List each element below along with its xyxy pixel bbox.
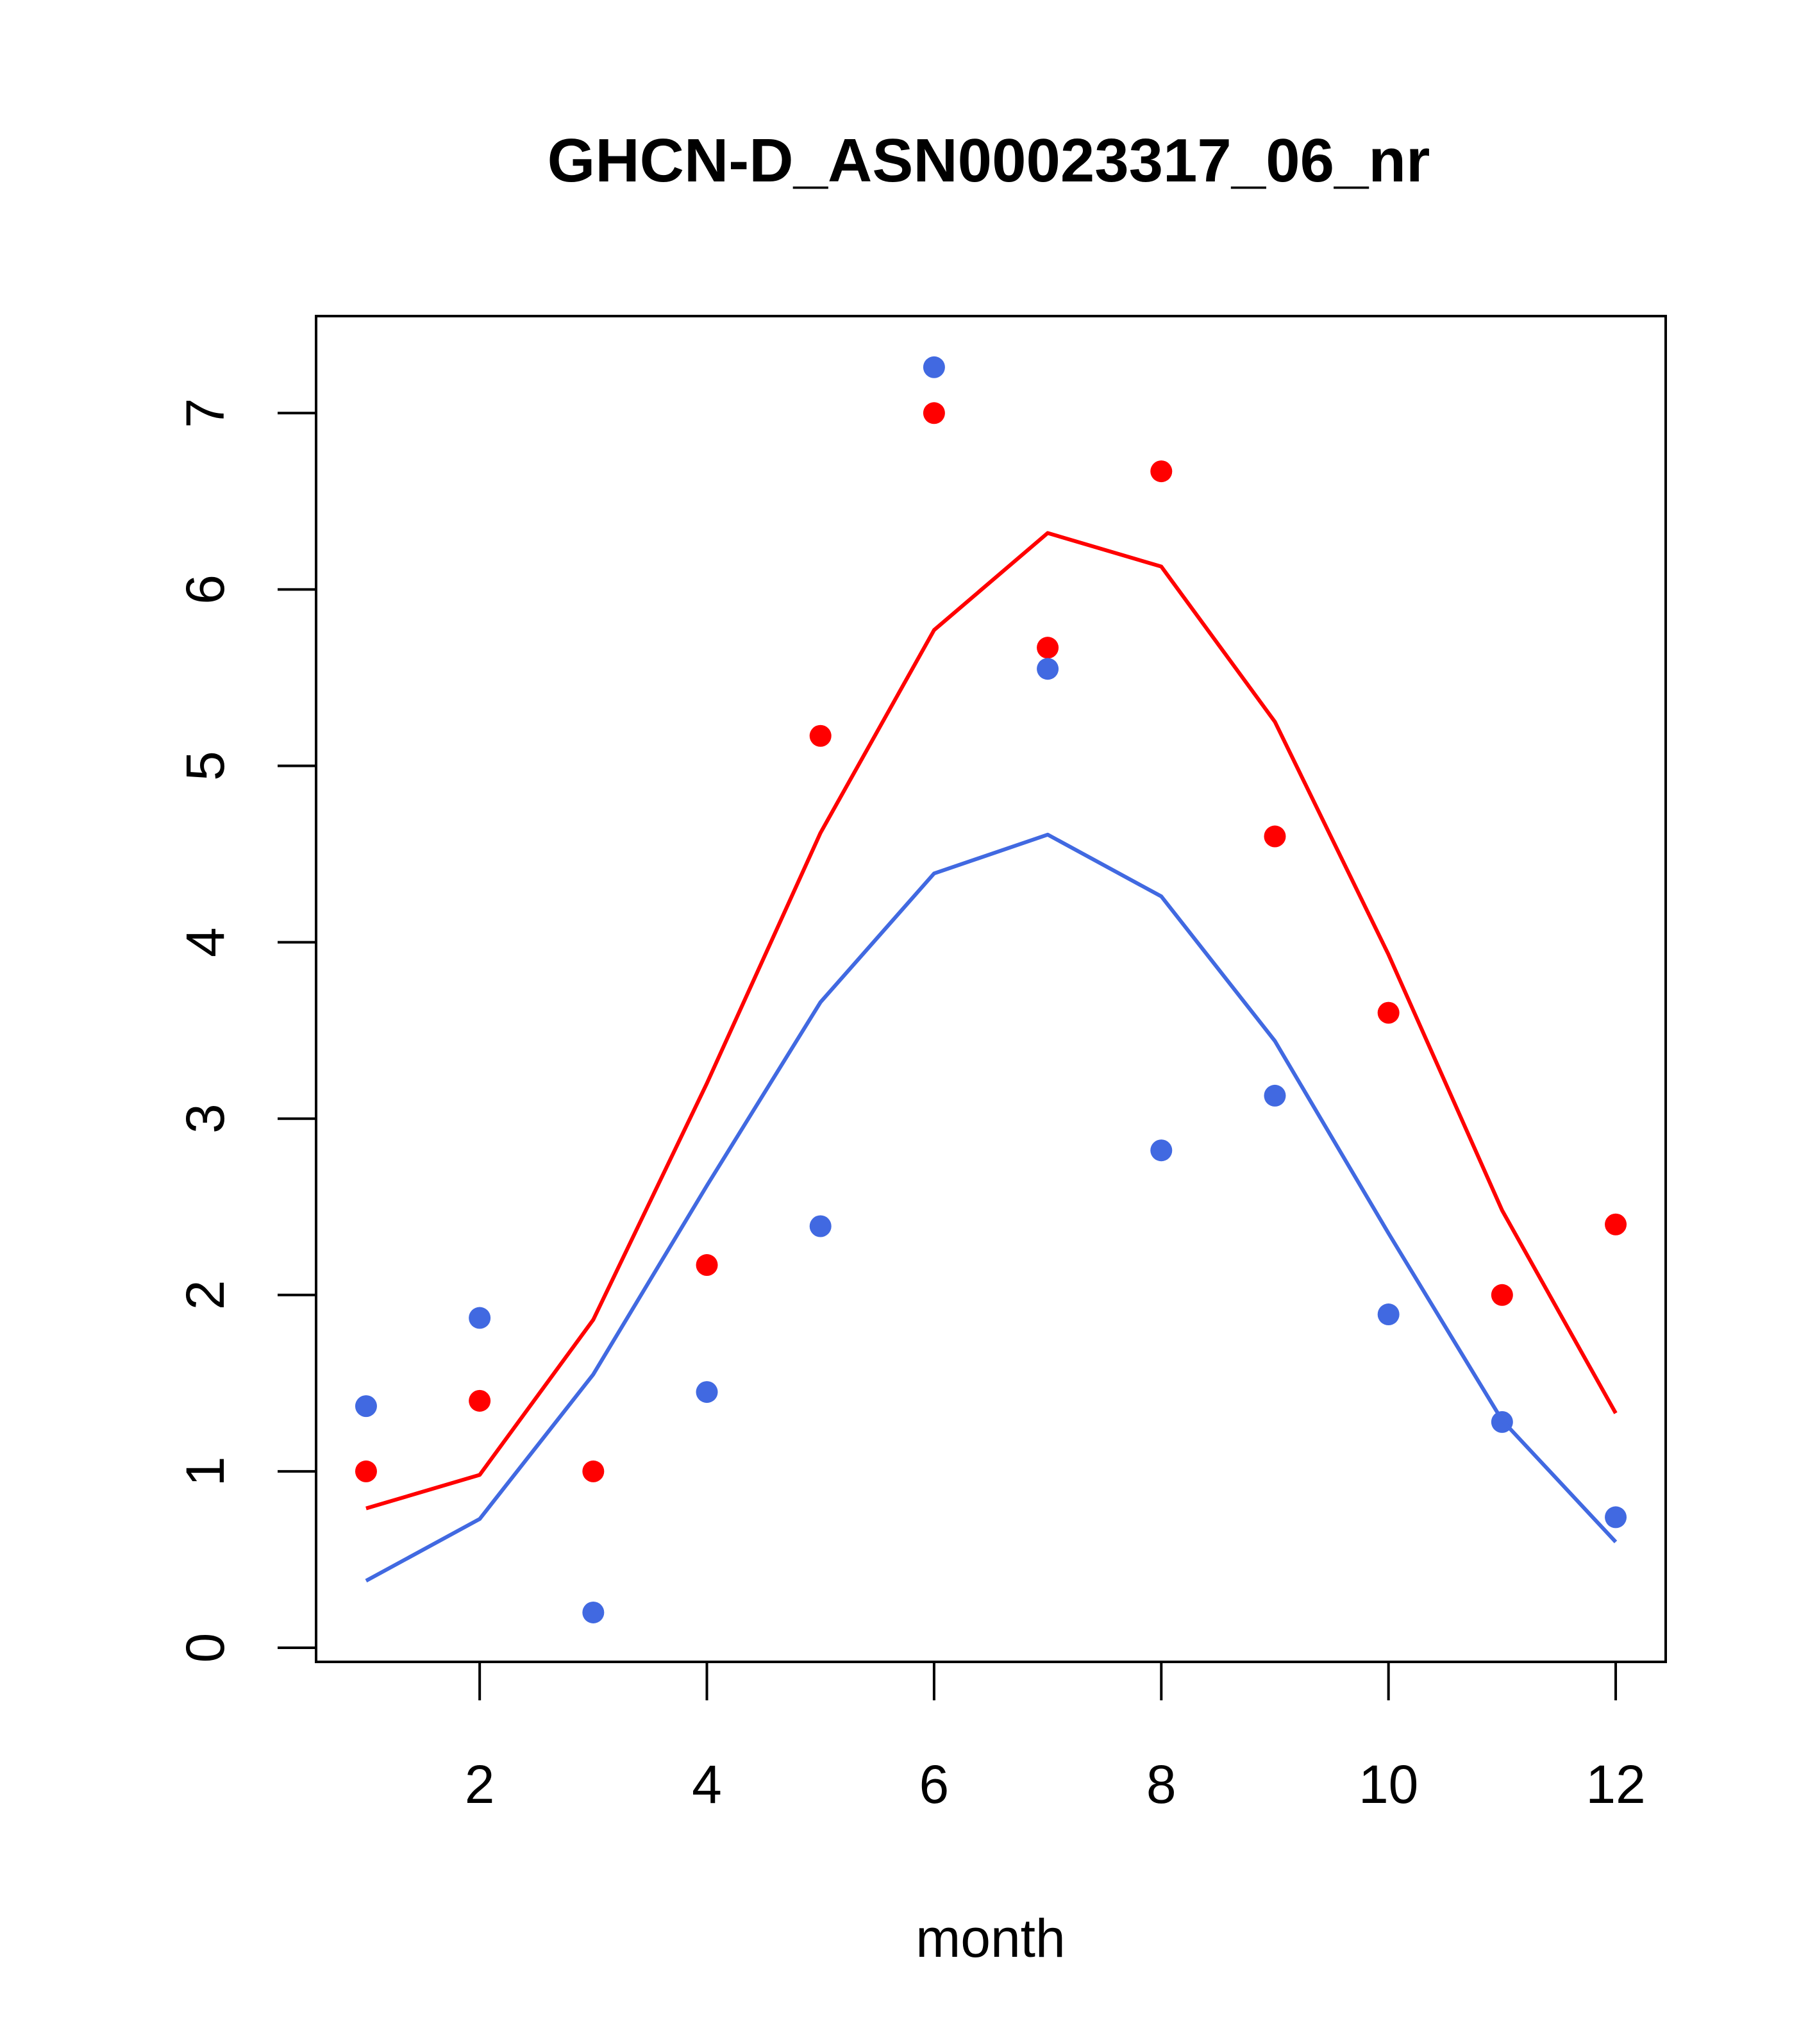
- red-line-series: [365, 531, 1618, 1511]
- blue-data-point: [1150, 1139, 1173, 1162]
- x-axis-label: month: [916, 1908, 1065, 1968]
- y-tick-label: 5: [175, 751, 235, 781]
- red-data-point: [923, 402, 945, 424]
- red-data-point: [469, 1389, 491, 1412]
- red-data-point: [1264, 825, 1286, 848]
- x-tick-label: 8: [1146, 1754, 1176, 1814]
- blue-line-series: [365, 832, 1618, 1583]
- y-axis: 0 1 2 3 4 5 6 7: [175, 398, 317, 1663]
- blue-data-point: [469, 1307, 491, 1329]
- red-data-point: [1377, 1001, 1400, 1024]
- x-tick-label: 4: [692, 1754, 722, 1814]
- y-tick-label: 2: [175, 1280, 235, 1310]
- red-data-point: [582, 1460, 605, 1482]
- x-axis: 2 4 6 8 10 12: [465, 1661, 1646, 1814]
- y-tick-label: 3: [175, 1103, 235, 1134]
- y-tick-label: 1: [175, 1457, 235, 1487]
- y-tick-label: 4: [175, 927, 235, 957]
- blue-data-point: [809, 1215, 832, 1237]
- x-tick-label: 12: [1586, 1754, 1645, 1814]
- red-data-point: [1605, 1213, 1627, 1236]
- red-data-point: [1037, 637, 1059, 659]
- blue-data-point: [355, 1395, 377, 1418]
- blue-data-point: [1377, 1303, 1400, 1326]
- blue-data-point: [1037, 658, 1059, 680]
- blue-data-point: [1264, 1084, 1286, 1107]
- chart-title: GHCN-D_ASN00023317_06_nr: [548, 126, 1430, 195]
- red-data-point: [809, 725, 832, 747]
- x-tick-label: 2: [465, 1754, 495, 1814]
- x-tick-label: 6: [919, 1754, 950, 1814]
- blue-data-point: [1605, 1506, 1627, 1529]
- blue-data-point: [582, 1601, 605, 1623]
- y-tick-label: 7: [175, 398, 235, 428]
- x-tick-label: 10: [1359, 1754, 1418, 1814]
- red-data-point: [1491, 1284, 1513, 1306]
- y-tick-label: 0: [175, 1633, 235, 1663]
- red-data-point: [355, 1460, 377, 1482]
- y-tick-label: 6: [175, 574, 235, 605]
- plot-frame: [315, 315, 1667, 1663]
- red-data-point: [696, 1254, 718, 1277]
- blue-data-point: [923, 356, 945, 378]
- red-data-point: [1150, 460, 1173, 483]
- series-layer: [355, 356, 1627, 1623]
- blue-data-point: [696, 1381, 718, 1403]
